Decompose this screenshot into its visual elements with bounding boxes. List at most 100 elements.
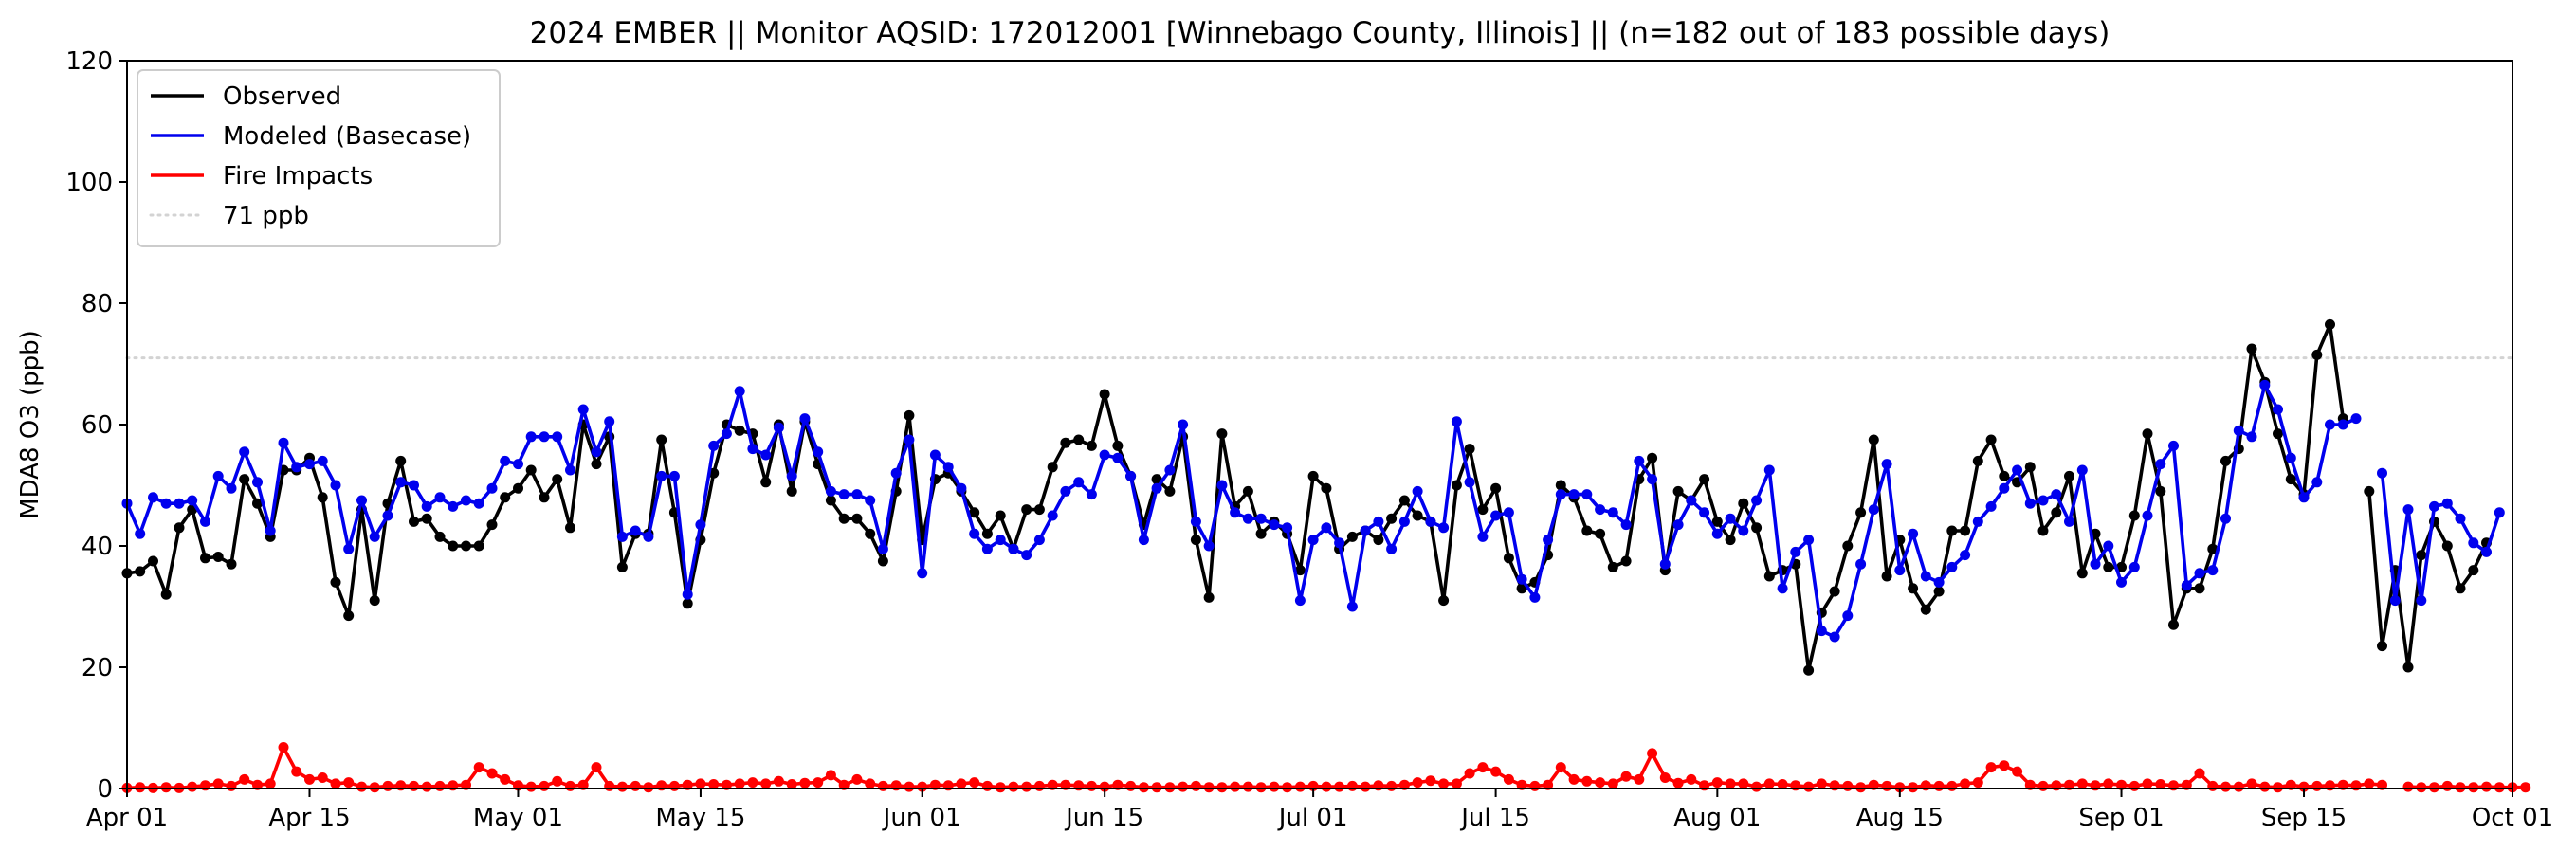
series-1-point: [656, 470, 667, 481]
series-1-point: [2194, 568, 2205, 579]
series-2-point: [2233, 781, 2244, 792]
series-0-point: [1711, 516, 1723, 527]
series-1-point: [1021, 550, 1032, 561]
series-2-point: [1398, 779, 1410, 790]
series-2-point: [421, 781, 432, 792]
series-2-point: [252, 779, 263, 790]
series-0-point: [473, 540, 484, 552]
series-2-point: [1346, 780, 1358, 791]
series-0-point: [343, 610, 355, 622]
series-1-point: [1908, 528, 1919, 539]
series-0-point: [1555, 480, 1566, 491]
series-2-point: [877, 780, 888, 791]
series-2-point: [708, 779, 720, 789]
series-2-point: [747, 777, 758, 789]
series-2-point: [278, 742, 289, 753]
series-2-point: [2181, 779, 2192, 790]
series-1-point: [1307, 535, 1319, 546]
series-1-point: [1360, 525, 1371, 536]
series-2-point: [1425, 775, 1436, 787]
series-1-point: [1190, 516, 1201, 527]
series-2-point: [2037, 780, 2049, 791]
series-0-point: [1033, 504, 1045, 516]
series-0-point: [148, 555, 158, 567]
x-tick-label: Jul 01: [1277, 804, 1348, 832]
series-2-point: [1595, 777, 1606, 789]
series-1-point: [2155, 459, 2166, 470]
series-0-point: [525, 464, 537, 476]
series-1-point: [2090, 558, 2101, 570]
series-2-point: [1972, 777, 1983, 789]
series-0-point: [2128, 510, 2140, 521]
x-tick-label: Aug 15: [1856, 804, 1944, 832]
series-1-point: [421, 500, 432, 512]
series-2-point: [734, 778, 745, 789]
series-1-point: [2103, 540, 2114, 552]
series-1-point: [486, 482, 498, 494]
series-1-point: [2142, 510, 2153, 521]
series-0-point: [2194, 583, 2205, 594]
series-2-point: [2520, 782, 2531, 793]
series-2-point: [1842, 780, 1854, 791]
y-tick-label: 80: [82, 290, 113, 318]
series-1-point: [330, 480, 341, 491]
series-2-point: [2142, 778, 2153, 789]
series-1-point: [1777, 583, 1788, 594]
series-0-point: [865, 528, 876, 539]
series-1-point: [1477, 531, 1489, 542]
series-1-point: [747, 444, 758, 455]
series-1-point: [200, 516, 210, 527]
series-2-point: [317, 772, 328, 783]
x-tick-label: Sep 15: [2261, 804, 2347, 832]
series-1-point: [265, 525, 276, 536]
series-1-point: [148, 492, 158, 503]
series-2-point: [1803, 781, 1815, 792]
series-1-point: [1503, 507, 1514, 518]
series-2-point: [2416, 782, 2427, 793]
series-1-point: [929, 449, 941, 461]
series-1-point: [2116, 576, 2127, 588]
series-2-point: [1751, 781, 1763, 792]
series-1-point: [409, 480, 419, 491]
series-2-point: [760, 778, 772, 789]
series-2-point: [2402, 781, 2414, 792]
series-2-point: [1230, 781, 1241, 792]
series-2-point: [2116, 779, 2127, 790]
series-0-point: [317, 492, 328, 503]
series-2-point: [1178, 781, 1189, 792]
series-1-point: [500, 455, 511, 466]
series-1-point: [448, 500, 459, 512]
series-1-point: [1269, 519, 1280, 531]
series-1-point: [2024, 498, 2036, 509]
series-2-point: [265, 778, 276, 789]
series-1-line-1: [2380, 473, 2502, 603]
series-2-point: [2128, 780, 2140, 791]
series-1-point: [2337, 419, 2348, 430]
series-2-point: [682, 779, 693, 790]
series-0-point: [1581, 525, 1593, 536]
series-2-point: [2064, 779, 2074, 790]
series-2-point: [1033, 780, 1045, 791]
series-2-point: [160, 782, 172, 793]
series-2-point: [695, 778, 706, 789]
series-2-point: [382, 780, 393, 791]
series-2-point: [2273, 782, 2283, 793]
series-0-point: [1490, 482, 1502, 494]
series-1-point: [2455, 513, 2466, 524]
series-0-point: [1985, 434, 1997, 445]
series-2-point: [1894, 782, 1906, 793]
series-1-point: [1282, 522, 1293, 534]
series-2-point: [1711, 777, 1723, 789]
series-1-point: [2441, 498, 2453, 509]
series-1-point: [2051, 489, 2062, 500]
series-1-point: [2377, 467, 2387, 479]
series-1-point: [212, 470, 224, 481]
series-0-point: [1412, 510, 1423, 521]
series-0-point: [2364, 485, 2375, 497]
series-0-point: [1112, 440, 1124, 451]
series-1-point: [1647, 474, 1658, 485]
series-1-point: [1255, 513, 1267, 524]
series-1-point: [1334, 537, 1345, 549]
y-tick-label: 100: [65, 169, 113, 197]
series-1-point: [2416, 595, 2427, 607]
